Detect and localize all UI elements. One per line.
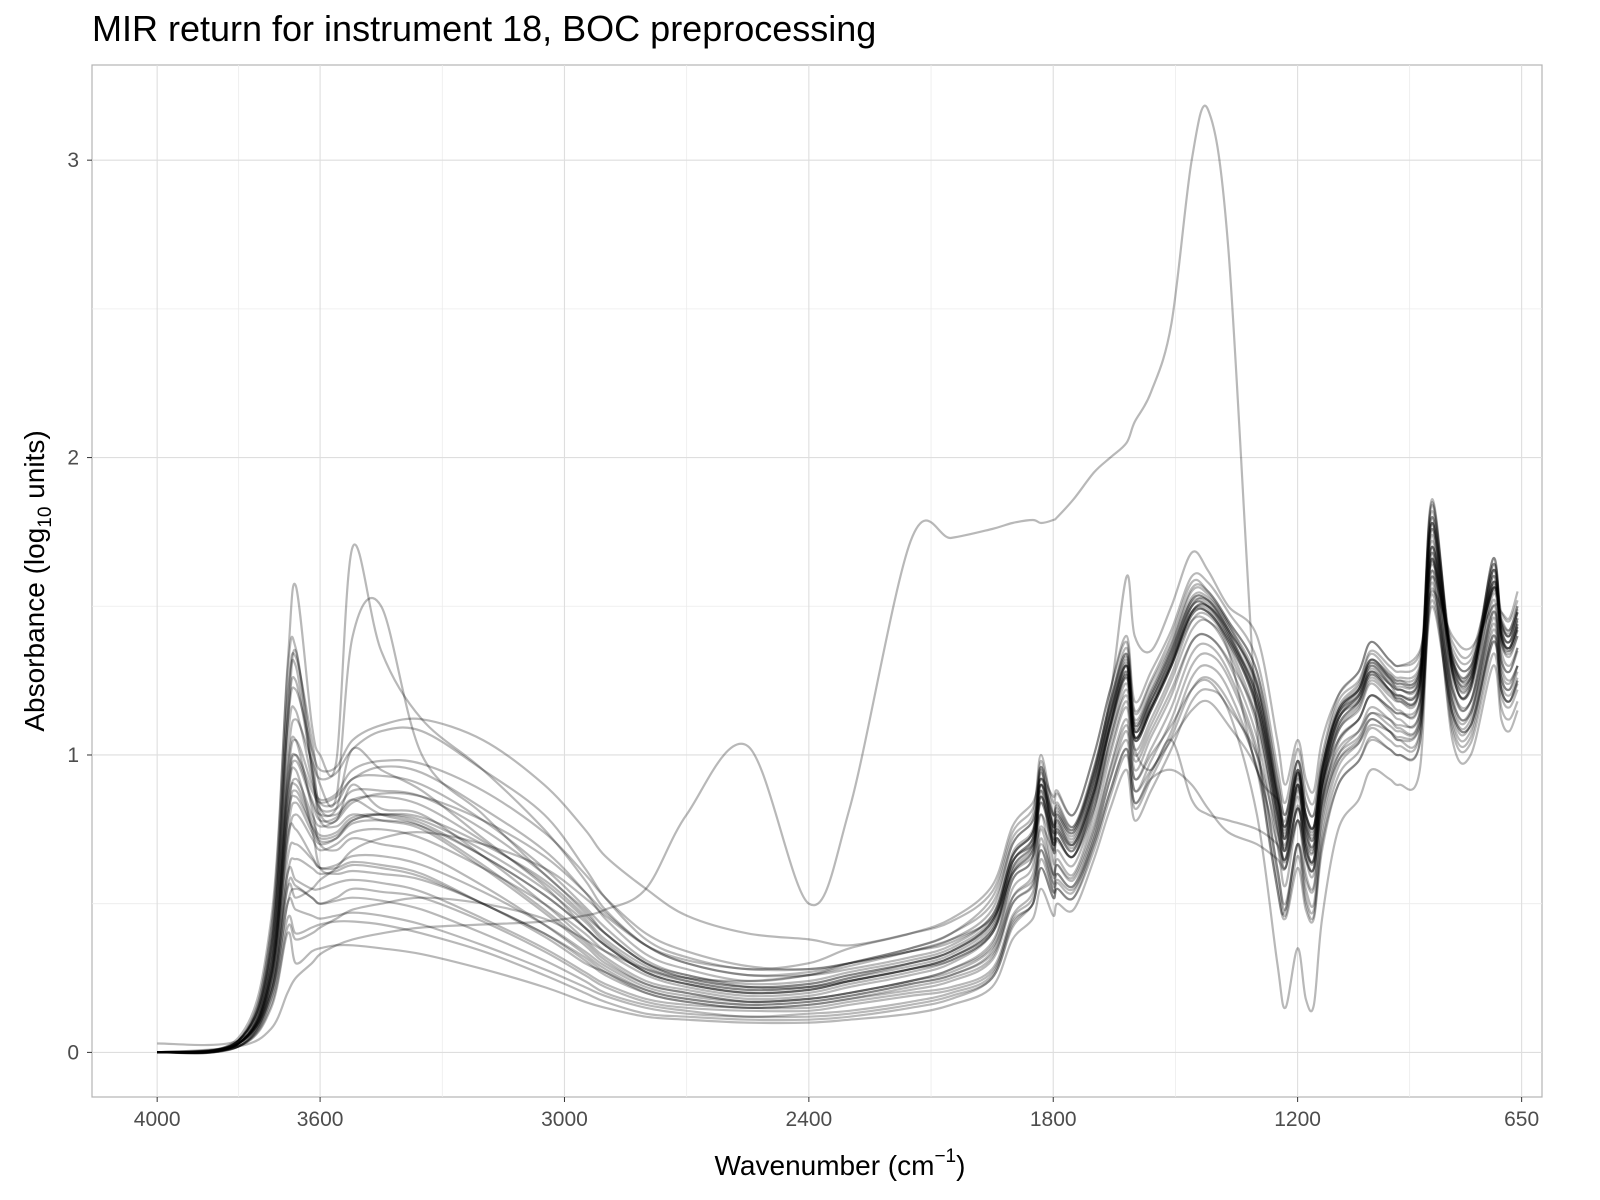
spectrum-line-5 [157,543,1519,1054]
spectrum-line-14 [157,545,1519,1055]
y-axis-title-close: units) [19,430,50,506]
y-tick-label: 3 [67,149,79,172]
spectrum-line-20 [157,551,1519,1054]
x-tick-label: 2400 [785,1108,832,1131]
spectrum-line-26 [157,521,1519,1054]
spectrum-line-7 [157,569,1519,1054]
spectrum-line-31 [157,504,1519,1054]
spectrum-line-6 [157,575,1519,1054]
spectrum-line-30 [157,593,1519,1054]
spectrum-line-16 [157,572,1519,1054]
spectrum-line-28 [157,587,1519,1054]
x-tick-label: 650 [1504,1108,1539,1131]
y-axis-title: Absorbance (log10 units) [19,430,56,731]
y-tick-label: 2 [67,447,79,470]
x-tick-label: 3600 [297,1108,344,1131]
spectrum-line-19 [157,557,1519,1055]
spectrum-line-1 [157,521,1519,1054]
y-axis-ticks: 0 1 2 3 [67,149,92,1064]
y-axis-title-sub: 10 [35,507,56,528]
spectrum-line-13 [157,527,1519,1054]
y-tick-label: 1 [67,744,79,767]
x-tick-label: 3000 [541,1108,588,1131]
spectrum-line-32 [157,509,1519,1054]
spectrum-line-25 [157,521,1519,1054]
spectrum-line-22 [157,498,1519,1055]
x-tick-label: 4000 [134,1108,181,1131]
spectrum-line-18 [157,533,1519,1054]
spectrum-line-27 [157,557,1519,1054]
spectrum-line-3 [157,515,1519,1055]
x-axis-title-close: ) [956,1150,965,1181]
spectrum-line-10 [157,560,1519,1054]
x-tick-label: 1200 [1274,1108,1321,1131]
spectrum-line-24 [157,545,1519,1054]
series-layer [157,104,1519,1055]
spectrum-line-2 [157,501,1519,1054]
spectrum-line-17 [157,563,1519,1055]
spectrum-line-4 [157,545,1519,1055]
spectrum-line-11 [157,539,1519,1054]
x-axis-title-sup: −1 [934,1146,956,1167]
spectrum-line-8 [157,551,1519,1054]
spectrum-line-15 [157,557,1519,1047]
spectrum-line-33 [157,104,1519,1054]
spectrum-line-9 [157,569,1519,1054]
plot-panel [91,64,1543,1098]
spectrum-line-12 [157,527,1519,1054]
spectrum-line-21 [157,515,1519,1054]
major-grid [92,65,1542,1097]
x-axis-title-main: Wavenumber (cm [715,1150,935,1181]
x-tick-label: 1800 [1030,1108,1077,1131]
y-axis-title-main: Absorbance (log [19,528,50,732]
x-axis-title: Wavenumber (cm−1) [715,1146,966,1181]
x-axis-ticks: 4000 3600 3000 2400 1800 1200 650 [134,1097,1539,1131]
minor-grid [92,65,1542,1097]
y-tick-label: 0 [67,1041,79,1064]
spectrum-line-23 [157,581,1519,1054]
chart-title: MIR return for instrument 18, BOC prepro… [92,8,877,49]
spectrum-line-29 [157,605,1519,1054]
